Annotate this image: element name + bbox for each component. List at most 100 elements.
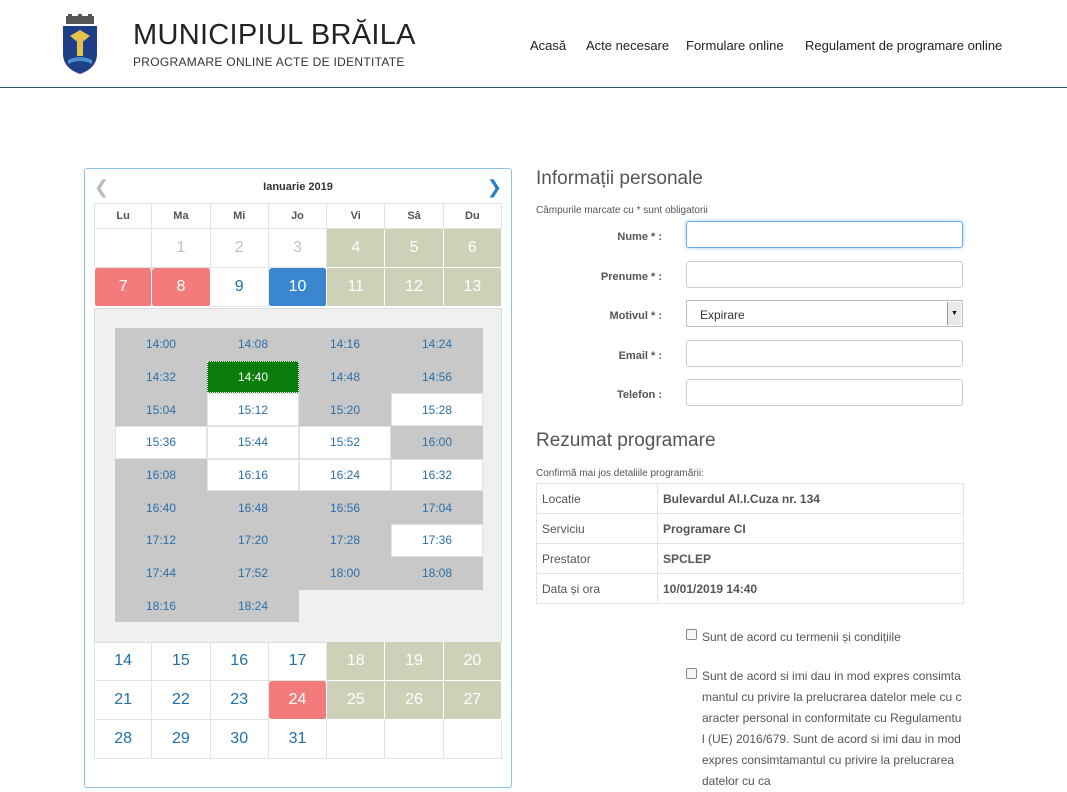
weekday-label: Jo [268,203,328,229]
calendar-day-weekend: 20 [443,642,502,681]
calendar-day-weekend: 5 [385,229,444,268]
main-nav: Acasă Acte necesare Formulare online Reg… [0,38,1067,58]
time-slots-grid: 14:00 14:08 14:16 14:24 14:32 14:40 14:48 14:56… [115,328,483,623]
calendar-week-row: 28 29 30 31 [94,720,502,759]
time-slot-available[interactable]: 15:28 [391,393,483,427]
time-slot-selected[interactable]: 14:40 [207,360,299,394]
time-slot-busy[interactable]: 14:32 [115,360,207,394]
time-slot-busy[interactable]: 14:24 [391,328,483,361]
calendar-day-available[interactable]: 28 [94,720,153,759]
summary-title: Rezumat programare [536,430,716,451]
nav-formulare-online[interactable]: Formulare online [686,38,784,53]
prenume-input[interactable] [686,261,963,288]
time-slot-busy[interactable]: 14:48 [299,360,391,394]
time-slot-available[interactable]: 15:12 [207,393,299,427]
prev-month-chevron-left-icon[interactable]: ❮ [94,177,110,197]
terms-label: Sunt de acord cu termenii și condițiile [702,630,901,644]
calendar-day-available[interactable]: 17 [268,642,328,681]
terms-checkbox[interactable] [686,629,697,640]
calendar-day-weekend: 13 [443,268,502,307]
calendar-day-weekend: 6 [443,229,502,268]
site-header: MUNICIPIUL BRĂILA PROGRAMARE ONLINE ACTE… [0,0,1067,88]
calendar-day-available[interactable]: 9 [210,268,269,307]
calendar-day-available[interactable]: 22 [152,681,211,720]
email-input[interactable] [686,340,963,367]
calendar-day-available[interactable]: 31 [268,720,328,759]
time-slot-busy[interactable]: 14:00 [115,328,207,361]
time-slot-busy[interactable]: 16:08 [115,458,207,492]
calendar-day-weekend: 11 [327,268,386,307]
calendar-day-unavailable: 24 [268,681,328,720]
summary-value: 10/01/2019 14:40 [657,573,964,604]
consent-checkbox[interactable] [686,668,697,679]
weekday-header-row: Lu Ma Mi Jo Vi Sâ Du [94,203,502,229]
time-slot-busy[interactable]: 15:04 [115,393,207,427]
nume-label: Nume * : [617,231,662,243]
motivul-selected-value: Expirare [700,308,745,322]
appointment-summary-table: Locatie Bulevardul Al.I.Cuza nr. 134 Ser… [536,483,964,604]
time-slot-busy[interactable]: 16:48 [207,491,299,525]
calendar-day-selected[interactable]: 10 [268,268,328,307]
time-slot-busy[interactable]: 15:20 [299,393,391,427]
time-slot-available[interactable]: 16:32 [391,458,483,492]
time-slot-busy[interactable]: 17:52 [207,556,299,590]
time-slot-busy[interactable]: 14:56 [391,360,483,394]
calendar-day-available[interactable]: 16 [210,642,269,681]
summary-key: Prestator [536,543,658,574]
city-coat-of-arms-logo[interactable] [60,14,100,74]
time-slot-available[interactable]: 17:36 [391,524,483,557]
calendar-day-past: 3 [268,229,328,268]
summary-row: Locatie Bulevardul Al.I.Cuza nr. 134 [536,483,964,514]
time-slot-busy[interactable]: 18:16 [115,589,207,623]
summary-key: Locatie [536,483,658,514]
calendar-day-available[interactable]: 30 [210,720,269,759]
summary-row: Serviciu Programare CI [536,513,964,544]
calendar-day-available[interactable]: 21 [94,681,153,720]
telefon-input[interactable] [686,379,963,406]
time-slot-busy[interactable]: 17:04 [391,491,483,525]
site-title: MUNICIPIUL BRĂILA [133,19,416,51]
site-subtitle: PROGRAMARE ONLINE ACTE DE IDENTITATE [133,55,405,69]
calendar-week-row: 14 15 16 17 18 19 20 [94,642,502,681]
time-slot-available[interactable]: 15:44 [207,426,299,459]
weekday-label: Du [443,203,502,229]
nume-input[interactable] [686,221,963,248]
time-slot-busy[interactable]: 14:16 [299,328,391,361]
time-slot-busy[interactable]: 17:44 [115,556,207,590]
time-slot-busy[interactable]: 16:40 [115,491,207,525]
time-slot-busy[interactable]: 16:00 [391,426,483,459]
calendar-day-past: 1 [152,229,211,268]
time-slot-busy[interactable]: 16:56 [299,491,391,525]
calendar-day-weekend: 19 [385,642,444,681]
calendar-day-empty [327,720,386,759]
weekday-label: Ma [152,203,211,229]
calendar-day-past: 2 [210,229,269,268]
time-slot-available[interactable]: 16:24 [299,458,391,492]
time-slot-available[interactable]: 16:16 [207,458,299,492]
time-slot-busy[interactable]: 18:00 [299,556,391,590]
motivul-select[interactable]: Expirare ▼ [686,300,963,327]
time-slot-available[interactable]: 15:52 [299,426,391,459]
nav-acasa[interactable]: Acasă [530,38,567,53]
motivul-label: Motivul * : [609,310,662,322]
calendar-day-available[interactable]: 14 [94,642,153,681]
nav-regulament[interactable]: Regulament de programare online [805,38,1003,53]
time-slot-busy[interactable]: 17:20 [207,524,299,557]
nav-acte-necesare[interactable]: Acte necesare [586,38,670,53]
dropdown-arrow-icon[interactable]: ▼ [947,302,961,325]
calendar-day-empty [94,229,153,268]
time-slot-busy[interactable]: 18:24 [207,589,299,623]
time-slot-busy[interactable]: 17:12 [115,524,207,557]
time-slot-busy[interactable]: 14:08 [207,328,299,361]
next-month-chevron-right-icon[interactable]: ❯ [486,177,502,197]
time-slot-available[interactable]: 15:36 [115,426,207,459]
summary-row: Data și ora 10/01/2019 14:40 [536,573,964,604]
time-slot-busy[interactable]: 17:28 [299,524,391,557]
calendar-day-available[interactable]: 15 [152,642,211,681]
weekday-label: Sâ [385,203,444,229]
calendar-day-available[interactable]: 23 [210,681,269,720]
calendar-day-weekend: 25 [327,681,386,720]
time-slot-busy[interactable]: 18:08 [391,556,483,590]
email-label: Email * : [618,350,662,362]
calendar-day-available[interactable]: 29 [152,720,211,759]
